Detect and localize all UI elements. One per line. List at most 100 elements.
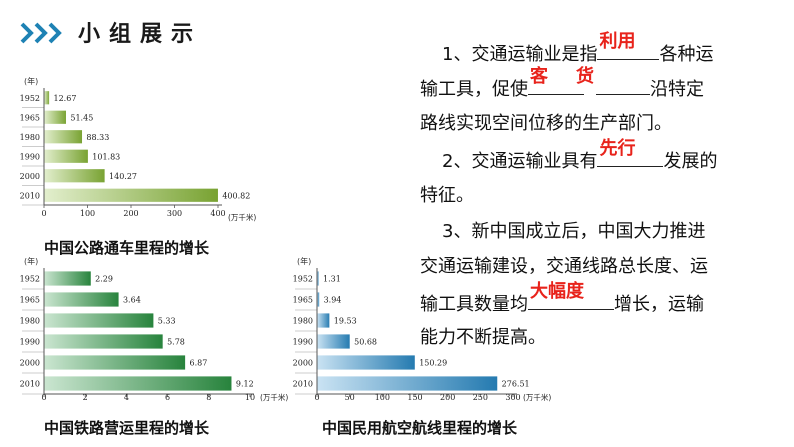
air-value-label: 50.68 — [354, 338, 377, 347]
text-segment: 增长，运输 — [614, 294, 704, 315]
answer-fill: 大幅度 — [530, 281, 584, 302]
road-value-label: 12.67 — [54, 94, 77, 103]
rail-tick-label: 4 — [124, 393, 129, 402]
road-category-label: 1990 — [20, 152, 40, 161]
rail-tick-label: 2 — [83, 393, 88, 402]
rail-value-unit: (万千米) — [260, 392, 288, 402]
road-tick-label: 400 — [210, 209, 225, 218]
air-tick-label: 250 — [473, 393, 488, 402]
text-segment: 沿特定 — [650, 79, 704, 100]
road-tick-label: 100 — [80, 209, 95, 218]
road-category-label: 1965 — [20, 113, 40, 122]
answer-blank: 先行 — [597, 138, 664, 167]
road-bar — [43, 129, 83, 145]
air-tick-label: 200 — [440, 393, 455, 402]
air-tick-label: 0 — [314, 393, 319, 402]
road-value-label: 51.45 — [70, 113, 93, 122]
rail-tick-label: 8 — [206, 393, 211, 402]
text-segment: 2、交通运输业具有 — [442, 151, 598, 172]
road-tick-label: 200 — [123, 209, 138, 218]
text-segment: 1、交通运输业是指 — [442, 44, 598, 65]
paragraph-line-7: 交通运输建设，交通线路总长度、运 — [420, 256, 708, 277]
road-value-label: 400.82 — [222, 191, 250, 200]
rail-bar — [43, 333, 164, 350]
answer-fill: 先行 — [599, 138, 636, 159]
rail-bar — [43, 354, 186, 371]
answer-fill: 利用 — [599, 31, 636, 52]
answer-blank: 利用 — [597, 31, 660, 60]
header: 小组展示 — [0, 0, 794, 60]
paragraph-line-3: 路线实现空间位移的生产部门。 — [420, 113, 672, 134]
rail-category-label: 1980 — [20, 317, 40, 326]
road-value-label: 140.27 — [109, 172, 137, 181]
air-year-unit: (年) — [297, 256, 311, 266]
rail-value-label: 9.12 — [236, 380, 254, 389]
air-category-label: 1990 — [293, 338, 313, 347]
rail-value-label: 6.87 — [190, 359, 208, 368]
paragraph-line-9: 能力不断提高。 — [420, 327, 546, 348]
rail-value-label: 2.29 — [95, 275, 113, 284]
paragraph-line-5: 特征。 — [420, 185, 474, 206]
road-category-label: 2000 — [20, 172, 40, 181]
answer-fill: 客 — [530, 66, 548, 87]
air-tick-label: 150 — [407, 393, 422, 402]
answer-blank: 大幅度 — [528, 281, 614, 310]
air-tick-label: 100 — [375, 393, 390, 402]
air-category-label: 2000 — [293, 359, 313, 368]
road-value-label: 101.83 — [92, 152, 120, 161]
rail-category-label: 1965 — [20, 296, 40, 305]
chevron-right-icon — [20, 22, 62, 44]
paragraph-line-4: 2、交通运输业具有 先行发展的 — [442, 138, 718, 178]
paragraph-line-6: 3、新中国成立后，中国大力推进 — [442, 221, 706, 242]
rail-tick-label: 6 — [165, 393, 170, 402]
road-chart-caption: 中国公路通车里程的增长 — [44, 239, 210, 257]
answer-blank — [596, 72, 650, 95]
road-bar — [43, 168, 106, 184]
air-category-label: 2010 — [293, 380, 313, 389]
air-tick-label: 300 — [505, 393, 520, 402]
road-tick-label: 300 — [167, 209, 182, 218]
air-category-label: 1980 — [293, 317, 313, 326]
road-category-label: 1952 — [20, 94, 40, 103]
rail-category-label: 2000 — [20, 359, 40, 368]
rail-bar — [43, 270, 92, 287]
rail-tick-label: 10 — [245, 393, 255, 402]
air-bar — [316, 375, 499, 392]
air-value-label: 3.94 — [324, 296, 342, 305]
paragraph-line-2: 输工具，促使客货沿特定 — [420, 66, 704, 106]
road-value-unit: (万千米) — [228, 212, 256, 222]
rail-value-label: 3.64 — [123, 296, 141, 305]
answer-fill: 货 — [576, 66, 594, 87]
road-bar — [43, 148, 89, 164]
rail-value-label: 5.78 — [167, 338, 185, 347]
air-tick-label: 50 — [345, 393, 355, 402]
text-segment: 输工具，促使 — [420, 79, 528, 100]
text-segment: 发展的 — [663, 151, 718, 172]
rail-value-label: 5.33 — [158, 317, 176, 326]
rail-category-label: 2010 — [20, 380, 40, 389]
air-value-label: 150.29 — [419, 359, 447, 368]
air-bar — [316, 312, 331, 329]
paragraph-line-1: 1、交通运输业是指 利用 各种运 — [442, 31, 713, 71]
answer-blank: 客货 — [528, 66, 594, 95]
text-segment: 输工具数量均 — [420, 294, 528, 315]
rail-bar — [43, 312, 155, 329]
rail-chart-caption: 中国铁路营运里程的增长 — [44, 419, 210, 437]
page-title: 小组展示 — [78, 22, 203, 47]
rail-category-label: 1990 — [20, 338, 40, 347]
rail-bar — [43, 291, 120, 308]
rail-bar — [43, 375, 233, 392]
rail-year-unit: (年) — [24, 256, 38, 266]
air-category-label: 1965 — [293, 296, 313, 305]
road-bar — [43, 109, 67, 125]
rail-tick-label: 0 — [41, 393, 46, 402]
air-category-label: 1952 — [293, 275, 313, 284]
road-value-label: 88.33 — [86, 133, 109, 142]
road-year-unit: (年) — [24, 76, 38, 86]
air-value-label: 19.53 — [334, 317, 357, 326]
road-bar — [43, 187, 219, 203]
road-category-label: 2010 — [20, 191, 40, 200]
road-tick-label: 0 — [41, 209, 46, 218]
rail-category-label: 1952 — [20, 275, 40, 284]
